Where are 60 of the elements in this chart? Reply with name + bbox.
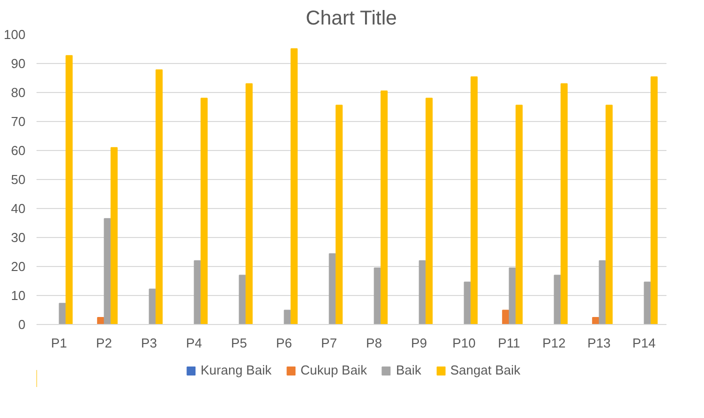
bar <box>200 98 208 324</box>
bar <box>374 267 381 324</box>
x-tick-label: P13 <box>587 336 611 350</box>
bar <box>380 90 388 324</box>
x-tick-label: P1 <box>51 336 67 350</box>
bar <box>246 83 253 324</box>
x-tick-label: P11 <box>498 336 520 350</box>
bar <box>66 55 73 324</box>
bar <box>644 282 651 324</box>
x-tick-label: P7 <box>321 336 337 350</box>
bar <box>194 260 201 324</box>
legend-label: Kurang Baik <box>200 362 272 378</box>
bar <box>502 310 510 324</box>
y-tick-label: 40 <box>11 201 26 216</box>
y-tick-label: 10 <box>11 288 26 303</box>
y-tick-label: 100 <box>4 27 26 42</box>
y-tick-label: 70 <box>11 114 26 129</box>
bar <box>606 104 613 324</box>
bar <box>426 98 433 324</box>
chart-title: Chart Title <box>306 8 397 30</box>
x-tick-label: P3 <box>141 336 157 350</box>
bar <box>470 76 478 324</box>
bar <box>58 302 66 324</box>
bar <box>516 104 523 324</box>
bar <box>148 288 156 324</box>
bar <box>104 218 111 324</box>
x-tick-label: P4 <box>186 336 202 350</box>
bar <box>328 253 336 324</box>
legend-label: Sangat Baik <box>450 362 520 378</box>
x-tick-label: P14 <box>632 336 656 350</box>
y-tick-label: 80 <box>11 85 26 100</box>
y-tick-label: 60 <box>11 143 26 158</box>
x-tick-label: P6 <box>276 336 292 350</box>
bar <box>464 282 471 324</box>
x-tick-label: P12 <box>542 336 566 350</box>
legend-label: Cukup Baik <box>300 362 367 378</box>
legend-label: Baik <box>396 362 422 378</box>
bar <box>290 48 298 324</box>
y-tick-label: 90 <box>11 56 26 71</box>
bar <box>554 274 561 324</box>
bar <box>560 83 568 324</box>
bar <box>97 317 104 324</box>
y-tick-label: 50 <box>11 172 26 187</box>
bar <box>238 274 246 324</box>
bar <box>508 267 516 324</box>
y-tick-label: 30 <box>11 230 26 245</box>
bar <box>336 104 343 324</box>
bar <box>110 147 118 324</box>
bar <box>592 317 600 324</box>
x-tick-label: P5 <box>231 336 247 350</box>
y-tick-label: 0 <box>18 317 26 332</box>
bar <box>418 260 426 324</box>
x-tick-label: P2 <box>96 336 112 350</box>
bar <box>156 69 163 324</box>
y-tick-label: 20 <box>11 259 26 274</box>
x-tick-label: P9 <box>411 336 427 350</box>
bar <box>598 260 606 324</box>
x-tick-label: P10 <box>452 336 476 350</box>
bar <box>650 76 658 324</box>
x-tick-label: P8 <box>366 336 382 350</box>
